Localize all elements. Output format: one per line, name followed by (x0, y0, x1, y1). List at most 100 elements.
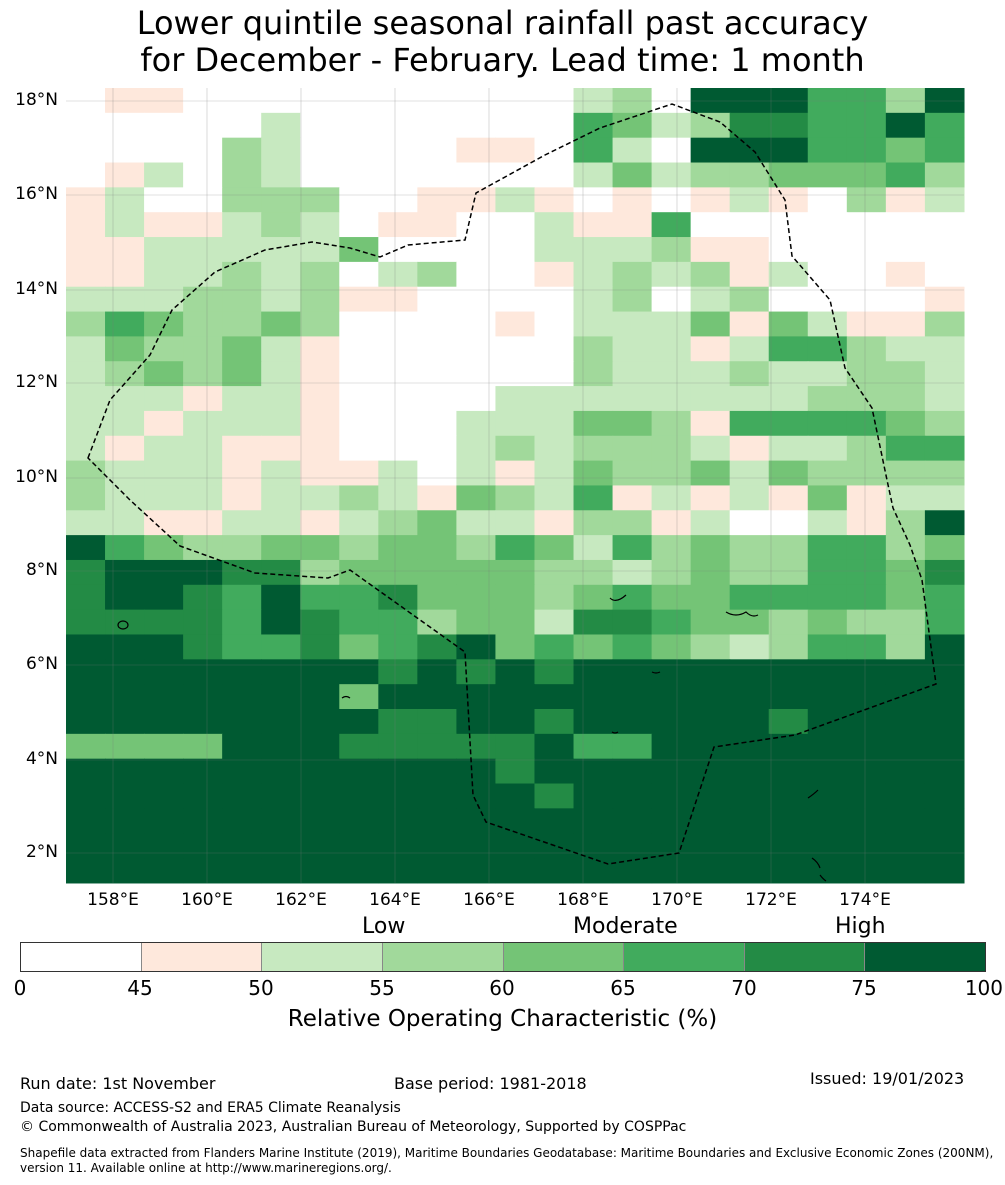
grid-cell (807, 88, 848, 114)
grid-cell (66, 559, 106, 586)
grid-cell (183, 336, 223, 362)
colorbar (20, 942, 986, 972)
grid-cell (222, 435, 262, 462)
grid-cell (300, 162, 340, 188)
grid-cell (222, 783, 262, 809)
grid-cell (729, 410, 770, 437)
grid-cell (105, 187, 145, 213)
grid-cell (534, 336, 575, 362)
grid-cell (456, 535, 497, 561)
grid-cell (573, 112, 614, 139)
grid-cell (651, 212, 692, 238)
grid-cell (846, 410, 887, 437)
colorbar-category-high: High (835, 914, 886, 939)
grid-cell (300, 237, 340, 263)
base-period: Base period: 1981-2018 (394, 1074, 587, 1093)
grid-cell (456, 559, 497, 586)
grid-cell (339, 783, 379, 809)
grid-cell (651, 684, 692, 710)
grid-cell (144, 733, 184, 760)
grid-cell (183, 112, 223, 139)
grid-cell (690, 808, 731, 834)
grid-cell (105, 286, 145, 313)
grid-cell (534, 460, 575, 487)
grid-cell (456, 783, 497, 809)
grid-cell (612, 361, 653, 387)
grid-cell (768, 386, 809, 412)
grid-cell (339, 311, 379, 337)
grid-cell (729, 684, 770, 710)
grid-cell (66, 88, 106, 114)
grid-cell (690, 485, 731, 511)
grid-cell (846, 460, 887, 487)
grid-cell (183, 137, 223, 164)
grid-cell (573, 435, 614, 462)
grid-cell (495, 386, 536, 412)
grid-cell (651, 659, 692, 685)
grid-cell (534, 237, 575, 263)
grid-cell (534, 88, 575, 114)
colorbar-segment (865, 943, 985, 971)
grid-cell (144, 311, 184, 337)
grid-cell (66, 659, 106, 685)
grid-cell (378, 858, 418, 884)
grid-cell (183, 659, 223, 685)
grid-cell (885, 187, 926, 213)
grid-cell (690, 336, 731, 362)
grid-cell (846, 535, 887, 561)
grid-cell (300, 88, 340, 114)
grid-cell (222, 535, 262, 561)
grid-cell (807, 261, 848, 288)
grid-cell (885, 709, 926, 735)
grid-cell (729, 88, 770, 114)
grid-cell (300, 634, 340, 660)
grid-cell (573, 460, 614, 487)
longitude-label: 166°E (463, 890, 515, 910)
grid-cell (261, 485, 301, 511)
grid-cell (183, 858, 223, 884)
grid-cell (885, 733, 926, 760)
grid-cell (924, 684, 965, 710)
grid-cell (690, 286, 731, 313)
grid-cell (378, 535, 418, 561)
grid-cell (261, 88, 301, 114)
grid-cell (261, 237, 301, 263)
grid-cell (690, 758, 731, 785)
grid-cell (534, 261, 575, 288)
grid-cell (105, 410, 145, 437)
grid-cell (612, 286, 653, 313)
grid-cell (651, 535, 692, 561)
grid-cell (495, 88, 536, 114)
grid-cell (300, 485, 340, 511)
grid-cell (768, 361, 809, 387)
grid-cell (66, 535, 106, 561)
grid-cell (66, 584, 106, 611)
grid-cell (417, 187, 457, 213)
grid-cell (729, 535, 770, 561)
grid-cell (846, 833, 887, 859)
grid-cell (729, 510, 770, 536)
grid-cell (612, 535, 653, 561)
grid-cell (690, 510, 731, 536)
grid-cell (66, 858, 106, 884)
grid-cell (105, 783, 145, 809)
grid-cell (729, 758, 770, 785)
grid-cell (612, 237, 653, 263)
grid-cell (846, 709, 887, 735)
grid-cell (261, 386, 301, 412)
grid-cell (807, 559, 848, 586)
grid-cell (66, 783, 106, 809)
grid-cell (651, 435, 692, 462)
grid-cell (339, 584, 379, 611)
grid-cell (729, 112, 770, 139)
grid-cell (144, 112, 184, 139)
grid-cell (651, 733, 692, 760)
grid-cell (495, 485, 536, 511)
grid-cell (846, 609, 887, 636)
grid-cell (885, 435, 926, 462)
grid-cell (144, 485, 184, 511)
grid-cell (144, 559, 184, 586)
colorbar-tick: 60 (489, 976, 515, 1000)
grid-cell (573, 709, 614, 735)
grid-cell (144, 634, 184, 660)
